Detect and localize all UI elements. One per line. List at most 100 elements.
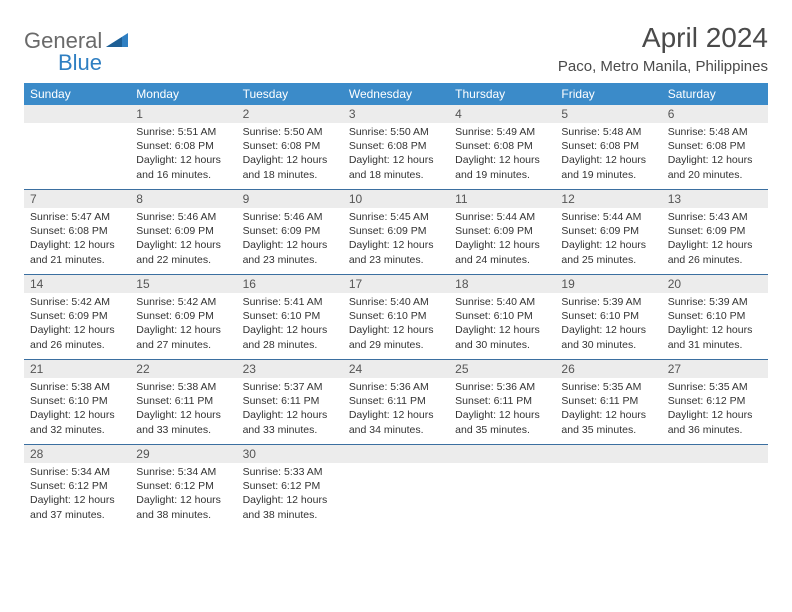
day-number: 4 xyxy=(449,105,555,123)
day-header-sat: Saturday xyxy=(662,83,768,105)
calendar-cell: 10Sunrise: 5:45 AMSunset: 6:09 PMDayligh… xyxy=(343,190,449,274)
calendar-cell: 9Sunrise: 5:46 AMSunset: 6:09 PMDaylight… xyxy=(237,190,343,274)
sunset-text: Sunset: 6:09 PM xyxy=(30,309,124,323)
sunset-text: Sunset: 6:09 PM xyxy=(136,309,230,323)
daylight-text: Daylight: 12 hours and 26 minutes. xyxy=(668,238,762,266)
calendar-cell: 16Sunrise: 5:41 AMSunset: 6:10 PMDayligh… xyxy=(237,275,343,359)
calendar-cell: 11Sunrise: 5:44 AMSunset: 6:09 PMDayligh… xyxy=(449,190,555,274)
day-detail: Sunrise: 5:36 AMSunset: 6:11 PMDaylight:… xyxy=(343,378,449,441)
sunrise-text: Sunrise: 5:44 AM xyxy=(561,210,655,224)
sunrise-text: Sunrise: 5:41 AM xyxy=(243,295,337,309)
sunset-text: Sunset: 6:12 PM xyxy=(136,479,230,493)
calendar-cell xyxy=(555,445,661,529)
day-detail: Sunrise: 5:38 AMSunset: 6:10 PMDaylight:… xyxy=(24,378,130,441)
calendar-cell: 2Sunrise: 5:50 AMSunset: 6:08 PMDaylight… xyxy=(237,105,343,189)
day-number: 16 xyxy=(237,275,343,293)
calendar-cell: 29Sunrise: 5:34 AMSunset: 6:12 PMDayligh… xyxy=(130,445,236,529)
daylight-text: Daylight: 12 hours and 37 minutes. xyxy=(30,493,124,521)
calendar-cell: 1Sunrise: 5:51 AMSunset: 6:08 PMDaylight… xyxy=(130,105,236,189)
daylight-text: Daylight: 12 hours and 31 minutes. xyxy=(668,323,762,351)
day-header-wed: Wednesday xyxy=(343,83,449,105)
calendar-cell: 25Sunrise: 5:36 AMSunset: 6:11 PMDayligh… xyxy=(449,360,555,444)
day-header-tue: Tuesday xyxy=(237,83,343,105)
daylight-text: Daylight: 12 hours and 33 minutes. xyxy=(136,408,230,436)
day-number: 10 xyxy=(343,190,449,208)
calendar-cell: 17Sunrise: 5:40 AMSunset: 6:10 PMDayligh… xyxy=(343,275,449,359)
sunrise-text: Sunrise: 5:50 AM xyxy=(243,125,337,139)
calendar-cell xyxy=(24,105,130,189)
day-number: 8 xyxy=(130,190,236,208)
brand-part2-wrap: Blue xyxy=(24,50,102,76)
day-detail: Sunrise: 5:48 AMSunset: 6:08 PMDaylight:… xyxy=(662,123,768,186)
day-number: 28 xyxy=(24,445,130,463)
day-detail-empty xyxy=(662,463,768,483)
calendar-cell: 12Sunrise: 5:44 AMSunset: 6:09 PMDayligh… xyxy=(555,190,661,274)
daylight-text: Daylight: 12 hours and 16 minutes. xyxy=(136,153,230,181)
daylight-text: Daylight: 12 hours and 35 minutes. xyxy=(561,408,655,436)
day-number: 26 xyxy=(555,360,661,378)
calendar-cell: 27Sunrise: 5:35 AMSunset: 6:12 PMDayligh… xyxy=(662,360,768,444)
day-number: 15 xyxy=(130,275,236,293)
daylight-text: Daylight: 12 hours and 30 minutes. xyxy=(455,323,549,351)
sunset-text: Sunset: 6:08 PM xyxy=(455,139,549,153)
day-detail: Sunrise: 5:47 AMSunset: 6:08 PMDaylight:… xyxy=(24,208,130,271)
calendar-cell: 3Sunrise: 5:50 AMSunset: 6:08 PMDaylight… xyxy=(343,105,449,189)
day-number: 22 xyxy=(130,360,236,378)
calendar-cell: 7Sunrise: 5:47 AMSunset: 6:08 PMDaylight… xyxy=(24,190,130,274)
day-header-mon: Monday xyxy=(130,83,236,105)
day-detail: Sunrise: 5:36 AMSunset: 6:11 PMDaylight:… xyxy=(449,378,555,441)
brand-triangle-icon xyxy=(106,31,128,52)
day-detail-empty xyxy=(343,463,449,483)
day-number: 3 xyxy=(343,105,449,123)
sunset-text: Sunset: 6:09 PM xyxy=(349,224,443,238)
sunset-text: Sunset: 6:08 PM xyxy=(349,139,443,153)
day-number: 27 xyxy=(662,360,768,378)
sunset-text: Sunset: 6:12 PM xyxy=(30,479,124,493)
sunset-text: Sunset: 6:09 PM xyxy=(243,224,337,238)
week-row: 28Sunrise: 5:34 AMSunset: 6:12 PMDayligh… xyxy=(24,445,768,529)
daylight-text: Daylight: 12 hours and 30 minutes. xyxy=(561,323,655,351)
daylight-text: Daylight: 12 hours and 32 minutes. xyxy=(30,408,124,436)
sunrise-text: Sunrise: 5:50 AM xyxy=(349,125,443,139)
day-detail: Sunrise: 5:38 AMSunset: 6:11 PMDaylight:… xyxy=(130,378,236,441)
sunrise-text: Sunrise: 5:51 AM xyxy=(136,125,230,139)
daylight-text: Daylight: 12 hours and 18 minutes. xyxy=(243,153,337,181)
sunset-text: Sunset: 6:08 PM xyxy=(561,139,655,153)
calendar-cell xyxy=(662,445,768,529)
sunset-text: Sunset: 6:09 PM xyxy=(668,224,762,238)
day-detail: Sunrise: 5:42 AMSunset: 6:09 PMDaylight:… xyxy=(130,293,236,356)
daylight-text: Daylight: 12 hours and 33 minutes. xyxy=(243,408,337,436)
daylight-text: Daylight: 12 hours and 38 minutes. xyxy=(243,493,337,521)
sunset-text: Sunset: 6:08 PM xyxy=(668,139,762,153)
day-detail: Sunrise: 5:39 AMSunset: 6:10 PMDaylight:… xyxy=(555,293,661,356)
day-number: 18 xyxy=(449,275,555,293)
day-detail: Sunrise: 5:50 AMSunset: 6:08 PMDaylight:… xyxy=(237,123,343,186)
sunrise-text: Sunrise: 5:33 AM xyxy=(243,465,337,479)
day-number: 25 xyxy=(449,360,555,378)
day-detail: Sunrise: 5:44 AMSunset: 6:09 PMDaylight:… xyxy=(449,208,555,271)
sunset-text: Sunset: 6:08 PM xyxy=(136,139,230,153)
sunrise-text: Sunrise: 5:38 AM xyxy=(30,380,124,394)
sunset-text: Sunset: 6:11 PM xyxy=(349,394,443,408)
header: General April 2024 Paco, Metro Manila, P… xyxy=(24,22,768,75)
day-detail: Sunrise: 5:34 AMSunset: 6:12 PMDaylight:… xyxy=(130,463,236,526)
daylight-text: Daylight: 12 hours and 22 minutes. xyxy=(136,238,230,266)
day-detail: Sunrise: 5:33 AMSunset: 6:12 PMDaylight:… xyxy=(237,463,343,526)
daylight-text: Daylight: 12 hours and 34 minutes. xyxy=(349,408,443,436)
day-detail: Sunrise: 5:35 AMSunset: 6:12 PMDaylight:… xyxy=(662,378,768,441)
day-header-fri: Friday xyxy=(555,83,661,105)
day-number: 13 xyxy=(662,190,768,208)
day-detail: Sunrise: 5:44 AMSunset: 6:09 PMDaylight:… xyxy=(555,208,661,271)
sunset-text: Sunset: 6:08 PM xyxy=(243,139,337,153)
sunrise-text: Sunrise: 5:47 AM xyxy=(30,210,124,224)
daylight-text: Daylight: 12 hours and 35 minutes. xyxy=(455,408,549,436)
sunset-text: Sunset: 6:11 PM xyxy=(455,394,549,408)
title-block: April 2024 Paco, Metro Manila, Philippin… xyxy=(558,22,768,75)
day-detail: Sunrise: 5:39 AMSunset: 6:10 PMDaylight:… xyxy=(662,293,768,356)
week-row: 14Sunrise: 5:42 AMSunset: 6:09 PMDayligh… xyxy=(24,275,768,360)
sunrise-text: Sunrise: 5:38 AM xyxy=(136,380,230,394)
daylight-text: Daylight: 12 hours and 19 minutes. xyxy=(561,153,655,181)
daylight-text: Daylight: 12 hours and 27 minutes. xyxy=(136,323,230,351)
sunset-text: Sunset: 6:11 PM xyxy=(136,394,230,408)
calendar-cell: 13Sunrise: 5:43 AMSunset: 6:09 PMDayligh… xyxy=(662,190,768,274)
